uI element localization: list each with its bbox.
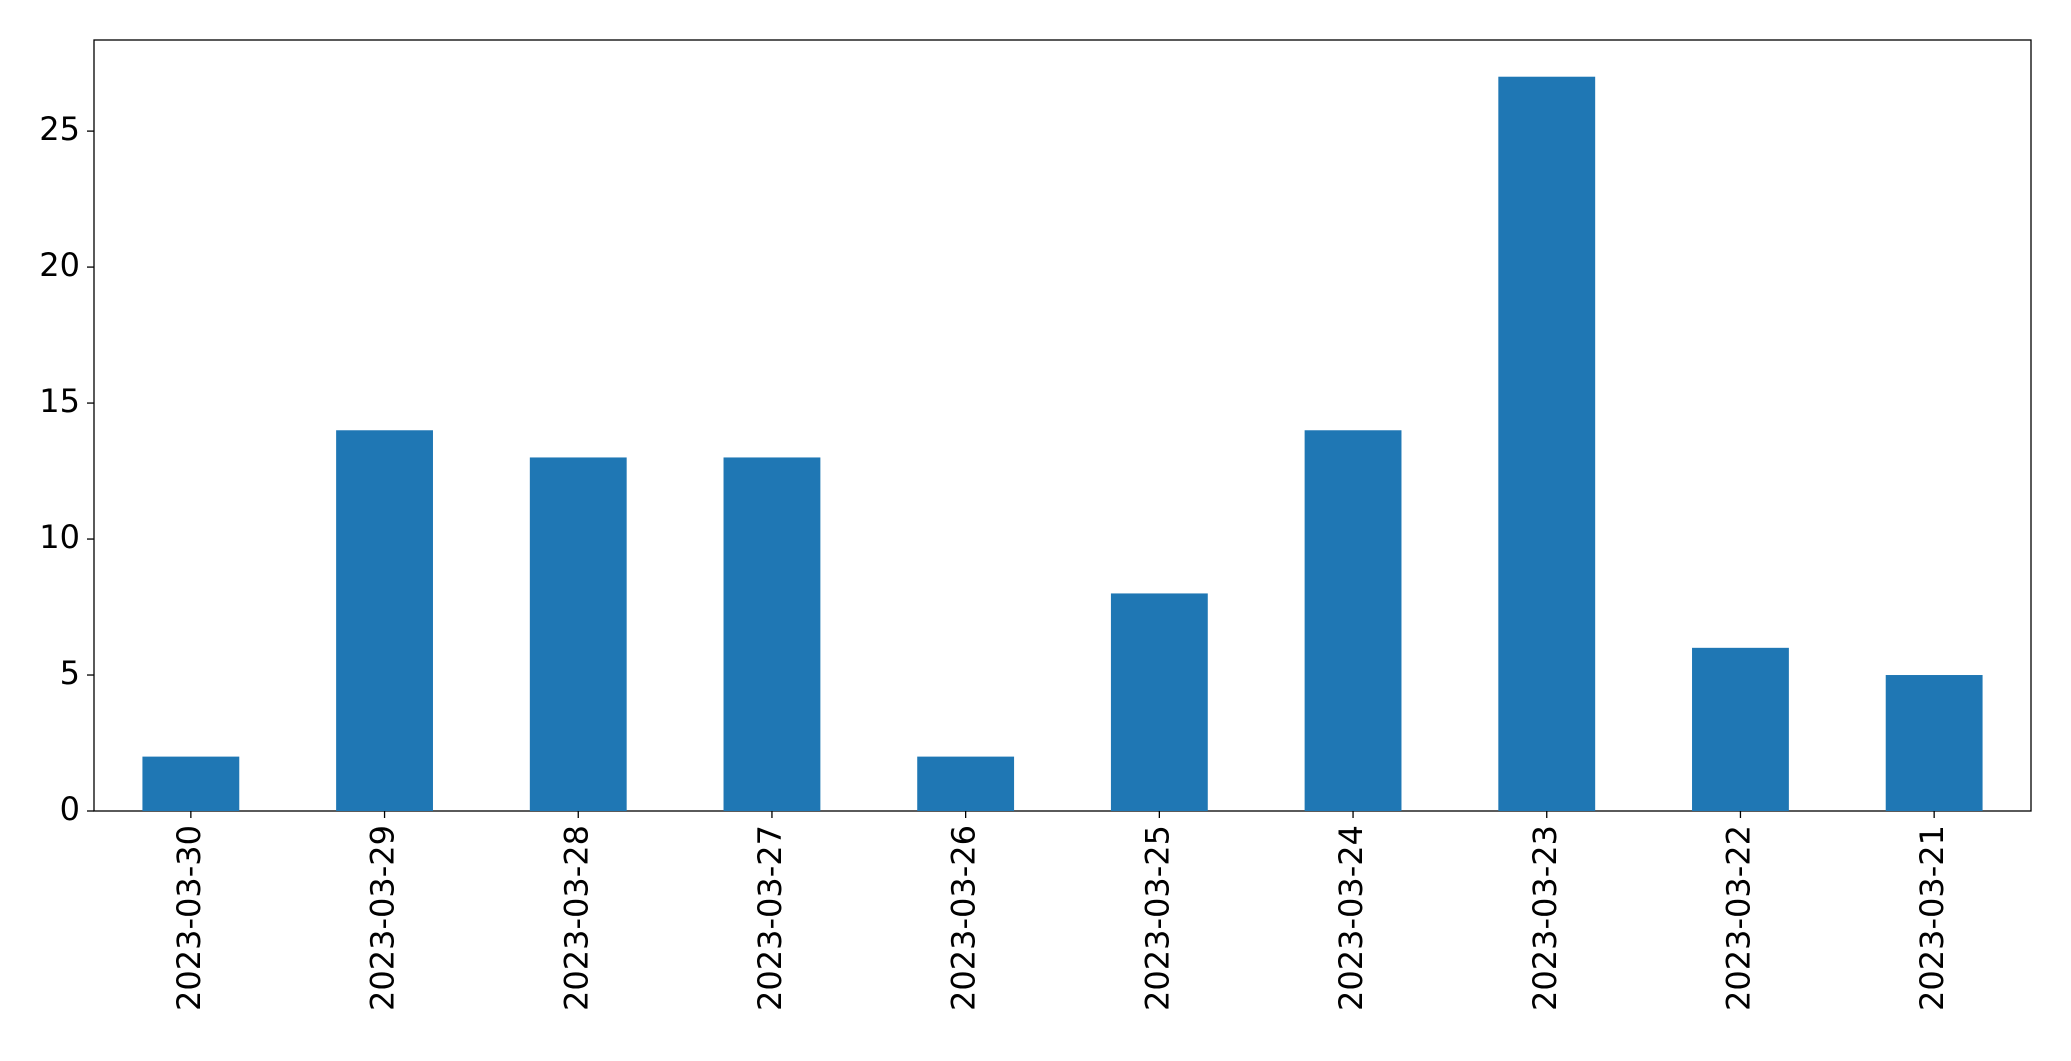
bar: [1885, 675, 1983, 811]
y-tick-label: 20: [39, 246, 80, 284]
y-tick-label: 10: [39, 518, 80, 556]
x-tick-label: 2023-03-25: [1138, 825, 1176, 1011]
x-tick-label: 2023-03-28: [557, 825, 595, 1011]
bar: [1110, 593, 1208, 811]
bar: [142, 756, 240, 811]
y-tick-label: 15: [39, 382, 80, 420]
x-tick-label: 2023-03-29: [364, 825, 402, 1011]
y-tick-label: 0: [60, 790, 80, 828]
x-tick-label: 2023-03-30: [170, 825, 208, 1011]
x-tick-label: 2023-03-24: [1332, 825, 1370, 1011]
x-tick-label: 2023-03-26: [945, 825, 983, 1011]
plot-frame: [93, 39, 2032, 812]
y-tick-label: 5: [60, 654, 80, 692]
bar: [1692, 647, 1789, 811]
x-tick-label: 2023-03-27: [751, 825, 789, 1011]
bar: [336, 430, 433, 811]
bar: [1304, 430, 1402, 811]
bar: [1498, 76, 1596, 811]
y-tick-label: 25: [39, 110, 80, 148]
bar: [723, 457, 821, 811]
x-tick-label: 2023-03-21: [1913, 825, 1951, 1011]
x-tick-label: 2023-03-22: [1719, 825, 1757, 1011]
x-tick-label: 2023-03-23: [1526, 825, 1564, 1011]
bar: [529, 457, 627, 811]
bar: [917, 756, 1015, 811]
